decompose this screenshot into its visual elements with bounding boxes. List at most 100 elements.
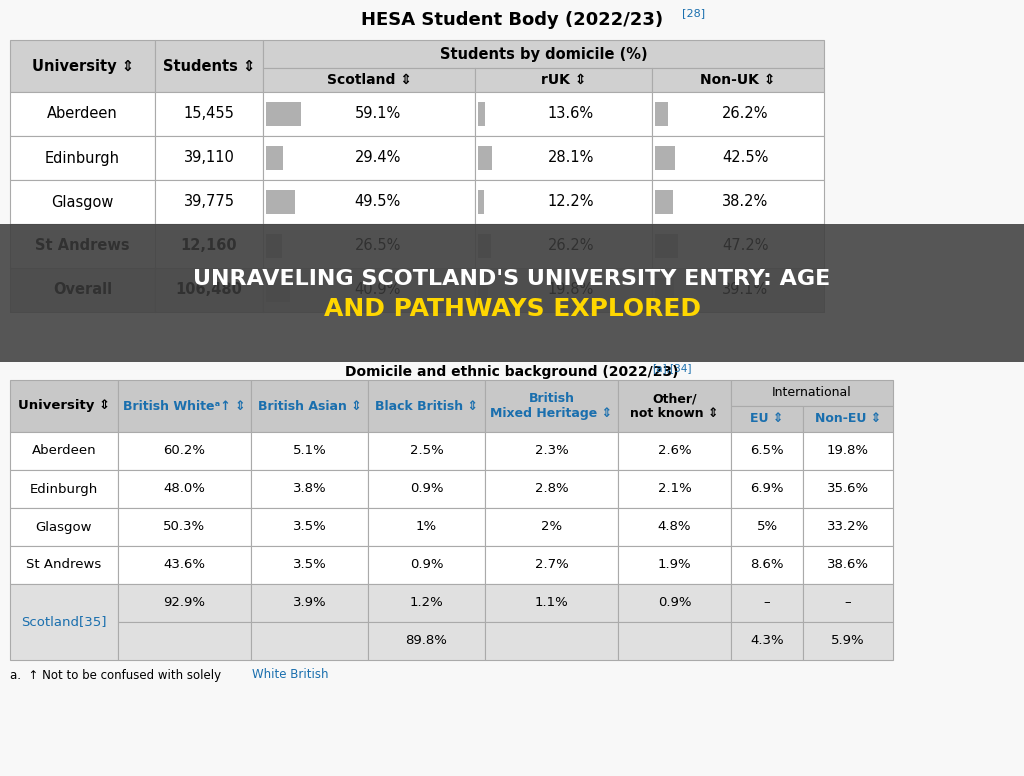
Bar: [475, 136, 652, 180]
Bar: [475, 268, 652, 312]
Bar: [731, 432, 803, 470]
Bar: [10, 92, 155, 136]
Bar: [803, 432, 893, 470]
Bar: [803, 470, 893, 508]
Text: Aberdeen: Aberdeen: [47, 106, 118, 122]
Text: 6.5%: 6.5%: [751, 445, 783, 458]
Text: 3.8%: 3.8%: [293, 483, 327, 496]
Text: 15,455: 15,455: [183, 106, 234, 122]
Text: 47.2%: 47.2%: [722, 238, 768, 254]
Bar: [263, 40, 824, 68]
Bar: [655, 146, 676, 170]
Bar: [251, 622, 368, 660]
Bar: [118, 470, 251, 508]
Text: 42.5%: 42.5%: [722, 151, 768, 165]
Bar: [155, 180, 263, 224]
Bar: [251, 470, 368, 508]
Text: University ⇕: University ⇕: [18, 400, 110, 413]
Bar: [155, 92, 263, 136]
Text: 4.8%: 4.8%: [657, 521, 691, 534]
Text: 13.6%: 13.6%: [548, 106, 594, 122]
Text: [a],[34]: [a],[34]: [652, 363, 691, 373]
Text: UNRAVELING SCOTLAND'S UNIVERSITY ENTRY: AGE: UNRAVELING SCOTLAND'S UNIVERSITY ENTRY: …: [194, 269, 830, 289]
Bar: [485, 432, 618, 470]
Bar: [731, 470, 803, 508]
Text: 38.2%: 38.2%: [722, 195, 768, 210]
Bar: [618, 546, 731, 584]
Text: 39,110: 39,110: [183, 151, 234, 165]
Bar: [118, 546, 251, 584]
Bar: [10, 224, 155, 268]
Text: 8.6%: 8.6%: [751, 559, 783, 571]
Text: 2.6%: 2.6%: [657, 445, 691, 458]
Bar: [10, 136, 155, 180]
Bar: [155, 136, 263, 180]
Bar: [618, 470, 731, 508]
Bar: [10, 380, 118, 432]
Text: 1.9%: 1.9%: [657, 559, 691, 571]
Text: rUK ⇕: rUK ⇕: [541, 73, 586, 87]
Text: HESA Student Body (2022/23): HESA Student Body (2022/23): [360, 11, 664, 29]
Text: 0.9%: 0.9%: [657, 597, 691, 609]
Bar: [10, 546, 118, 584]
Bar: [478, 234, 490, 258]
Bar: [118, 432, 251, 470]
Bar: [266, 190, 295, 214]
Bar: [10, 180, 155, 224]
Bar: [485, 622, 618, 660]
Bar: [475, 92, 652, 136]
Bar: [652, 224, 824, 268]
Text: 35.6%: 35.6%: [827, 483, 869, 496]
Bar: [266, 102, 301, 126]
Bar: [803, 584, 893, 622]
Text: –: –: [845, 597, 851, 609]
Text: 29.4%: 29.4%: [354, 151, 401, 165]
Bar: [10, 40, 155, 92]
Bar: [263, 224, 475, 268]
Text: 43.6%: 43.6%: [164, 559, 206, 571]
Text: EU ⇕: EU ⇕: [751, 413, 783, 425]
Bar: [263, 92, 475, 136]
Text: 28.1%: 28.1%: [548, 151, 594, 165]
Bar: [485, 380, 618, 432]
Bar: [251, 432, 368, 470]
Bar: [652, 136, 824, 180]
Bar: [251, 546, 368, 584]
Text: 39.1%: 39.1%: [722, 282, 768, 297]
Bar: [266, 234, 282, 258]
Text: 26.2%: 26.2%: [722, 106, 768, 122]
Bar: [485, 470, 618, 508]
Text: 3.5%: 3.5%: [293, 559, 327, 571]
Text: 59.1%: 59.1%: [354, 106, 401, 122]
Text: Aberdeen: Aberdeen: [32, 445, 96, 458]
Bar: [368, 622, 485, 660]
Bar: [478, 102, 484, 126]
Bar: [731, 584, 803, 622]
Bar: [263, 180, 475, 224]
Bar: [618, 380, 731, 432]
Text: 26.5%: 26.5%: [354, 238, 401, 254]
Text: 38.6%: 38.6%: [827, 559, 869, 571]
Text: a.  ↑ Not to be confused with solely: a. ↑ Not to be confused with solely: [10, 668, 225, 681]
Bar: [655, 102, 668, 126]
Bar: [731, 622, 803, 660]
Text: British Asian ⇕: British Asian ⇕: [258, 400, 361, 413]
Bar: [10, 268, 155, 312]
Bar: [478, 278, 487, 302]
Bar: [655, 190, 674, 214]
Text: Scotland[35]: Scotland[35]: [22, 615, 106, 629]
Bar: [10, 584, 118, 660]
Text: Scotland ⇕: Scotland ⇕: [327, 73, 412, 87]
Bar: [731, 406, 803, 432]
Bar: [266, 146, 284, 170]
Bar: [118, 380, 251, 432]
Text: Students by domicile (%): Students by domicile (%): [439, 47, 647, 61]
Text: 2.5%: 2.5%: [410, 445, 443, 458]
Bar: [485, 584, 618, 622]
Text: 49.5%: 49.5%: [354, 195, 401, 210]
Bar: [368, 584, 485, 622]
Text: AND PATHWAYS EXPLORED: AND PATHWAYS EXPLORED: [324, 297, 700, 321]
Text: Edinburgh: Edinburgh: [30, 483, 98, 496]
Bar: [731, 380, 893, 406]
Text: Non-UK ⇕: Non-UK ⇕: [700, 73, 776, 87]
